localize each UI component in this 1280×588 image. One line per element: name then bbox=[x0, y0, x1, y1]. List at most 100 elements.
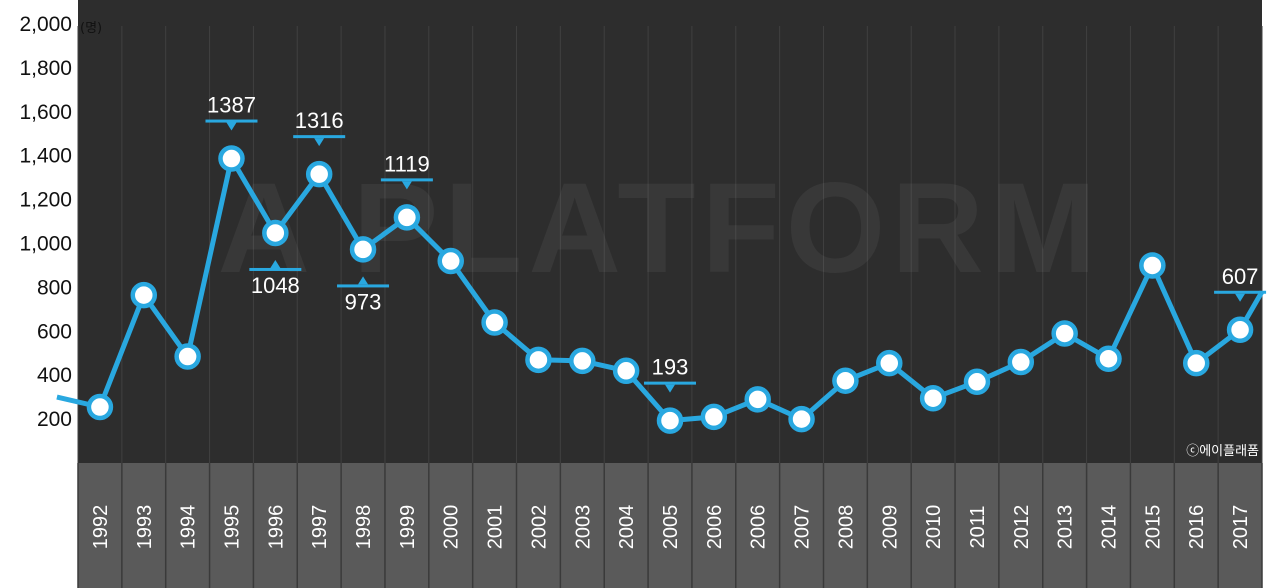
data-point bbox=[218, 145, 245, 172]
x-tick-label: 2000 bbox=[441, 505, 463, 550]
copyright-text: ⓒ에이플래폼 bbox=[1186, 444, 1259, 459]
x-tick-label: 2014 bbox=[1099, 505, 1121, 550]
data-label: 1387 bbox=[205, 93, 258, 131]
data-label-pointer bbox=[314, 138, 325, 147]
y-tick-label: 800 bbox=[37, 276, 72, 299]
data-label-text: 1048 bbox=[251, 273, 300, 298]
data-labels: 1387 1048 1316 973 1119 193 607 bbox=[205, 93, 1267, 393]
data-point bbox=[1095, 345, 1122, 372]
x-tick-label: 1998 bbox=[353, 505, 375, 550]
data-label-bar bbox=[249, 267, 302, 271]
data-point bbox=[612, 357, 640, 385]
data-point bbox=[788, 405, 815, 433]
data-point bbox=[919, 384, 947, 412]
data-label-pointer bbox=[226, 122, 237, 131]
y-tick-label: 400 bbox=[37, 364, 72, 387]
data-label-bar bbox=[293, 135, 346, 139]
data-label-text: 973 bbox=[345, 289, 382, 314]
data-point bbox=[393, 204, 421, 231]
data-label-bar bbox=[380, 178, 433, 182]
data-label-pointer bbox=[270, 259, 281, 268]
x-tick-label: 2006 bbox=[748, 505, 770, 550]
y-tick-label: 1,000 bbox=[19, 233, 72, 256]
x-tick-label: 2015 bbox=[1142, 505, 1164, 550]
data-point bbox=[1007, 348, 1035, 376]
data-label: 607 bbox=[1214, 264, 1267, 302]
data-point bbox=[525, 346, 552, 374]
data-point bbox=[349, 236, 377, 263]
data-point bbox=[1139, 252, 1166, 279]
y-axis: 200 400 600 800 1,000 1,200 1,400 1,600 1,800 2,0… bbox=[19, 13, 72, 431]
x-tick-label: 2009 bbox=[879, 505, 901, 550]
y-tick-label: 1,400 bbox=[19, 145, 72, 168]
x-tick-label: 1996 bbox=[265, 505, 287, 550]
y-axis-unit: (명) bbox=[80, 21, 102, 36]
data-label-text: 1119 bbox=[384, 151, 430, 176]
data-point bbox=[262, 219, 289, 247]
data-label-pointer bbox=[665, 384, 675, 393]
x-tick-label: 2011 bbox=[967, 505, 989, 548]
data-point bbox=[130, 281, 158, 309]
data-point bbox=[1182, 349, 1210, 377]
data-point bbox=[86, 393, 114, 421]
data-point bbox=[656, 407, 684, 434]
x-tick-label: 1992 bbox=[90, 505, 112, 550]
x-tick-label: 1997 bbox=[309, 505, 331, 550]
y-tick-label: 2,000 bbox=[19, 13, 72, 36]
data-label: 1119 bbox=[380, 151, 433, 190]
data-point bbox=[700, 403, 728, 431]
data-label-pointer bbox=[1235, 293, 1246, 302]
data-label-bar bbox=[337, 284, 390, 288]
data-label-bar bbox=[205, 119, 258, 123]
x-tick-label: 2010 bbox=[923, 505, 945, 550]
watermark: A PLATFORM bbox=[218, 157, 1103, 300]
data-point bbox=[305, 160, 333, 188]
data-point bbox=[963, 368, 991, 396]
data-label: 193 bbox=[644, 355, 696, 393]
data-point bbox=[876, 349, 903, 377]
vertical-gridlines bbox=[77, 26, 1263, 463]
data-point bbox=[744, 386, 771, 413]
data-label-text: 1387 bbox=[207, 93, 256, 118]
y-tick-label: 1,800 bbox=[19, 57, 72, 80]
data-label-bar bbox=[644, 381, 696, 385]
x-tick-label: 2006 bbox=[704, 505, 726, 550]
data-label-text: 1316 bbox=[295, 108, 344, 133]
x-tick-label: 2004 bbox=[616, 505, 638, 550]
data-point bbox=[1051, 320, 1078, 347]
x-tick-label: 2001 bbox=[485, 505, 507, 550]
x-tick-label: 2017 bbox=[1230, 505, 1252, 550]
x-tick-label: 2005 bbox=[660, 505, 682, 550]
x-tick-label: 2012 bbox=[1011, 505, 1033, 550]
x-tick-label: 2002 bbox=[528, 505, 550, 550]
data-point bbox=[569, 347, 596, 375]
data-label-text: 193 bbox=[652, 355, 689, 380]
data-label: 1048 bbox=[249, 259, 302, 298]
data-label-pointer bbox=[358, 276, 369, 285]
data-label-bar bbox=[1214, 290, 1267, 294]
x-tick-label: 2016 bbox=[1186, 505, 1208, 550]
series-markers bbox=[86, 145, 1254, 434]
y-tick-label: 1,600 bbox=[19, 101, 72, 124]
data-point bbox=[174, 343, 201, 370]
data-label-text: 607 bbox=[1222, 264, 1259, 289]
x-tick-label: 1993 bbox=[134, 505, 156, 550]
x-tick-label: 2008 bbox=[835, 505, 857, 550]
x-axis-background bbox=[78, 463, 1262, 588]
x-tick-label: 2003 bbox=[572, 505, 594, 550]
x-tick-label: 2007 bbox=[792, 505, 814, 550]
x-tick-label: 1994 bbox=[178, 505, 200, 550]
x-tick-label: 2013 bbox=[1055, 505, 1077, 550]
data-point bbox=[437, 247, 464, 275]
y-tick-label: 1,200 bbox=[19, 189, 72, 212]
data-label: 1316 bbox=[293, 108, 346, 147]
x-tick-label: 1999 bbox=[397, 505, 419, 550]
data-point bbox=[832, 367, 859, 394]
y-tick-label: 200 bbox=[37, 408, 72, 431]
data-point bbox=[1226, 316, 1254, 344]
x-axis-cells: 1992 1993 1994 1995 1996 1997 1998 1999 2000 2001… bbox=[77, 463, 1263, 588]
data-label: 973 bbox=[337, 276, 390, 314]
x-tick-label: 1995 bbox=[221, 505, 243, 550]
data-label-pointer bbox=[401, 181, 412, 190]
